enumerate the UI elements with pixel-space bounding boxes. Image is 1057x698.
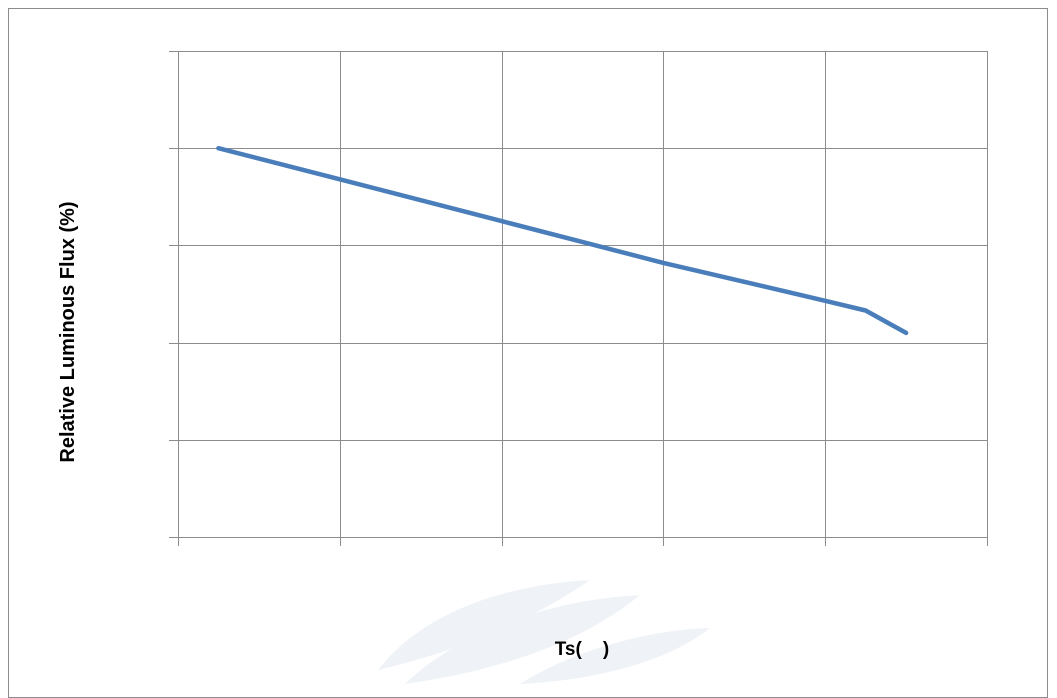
chart: Relative Luminous Flux (%) Ts( ) bbox=[57, 51, 988, 684]
y-axis-label: Relative Luminous Flux (%) bbox=[57, 201, 79, 462]
watermark-logo bbox=[378, 580, 710, 684]
grid bbox=[169, 51, 988, 546]
chart-frame bbox=[8, 8, 1048, 698]
x-axis-label: Ts( ) bbox=[555, 639, 610, 660]
series-line-0 bbox=[216, 145, 909, 336]
series-layer bbox=[216, 145, 909, 336]
